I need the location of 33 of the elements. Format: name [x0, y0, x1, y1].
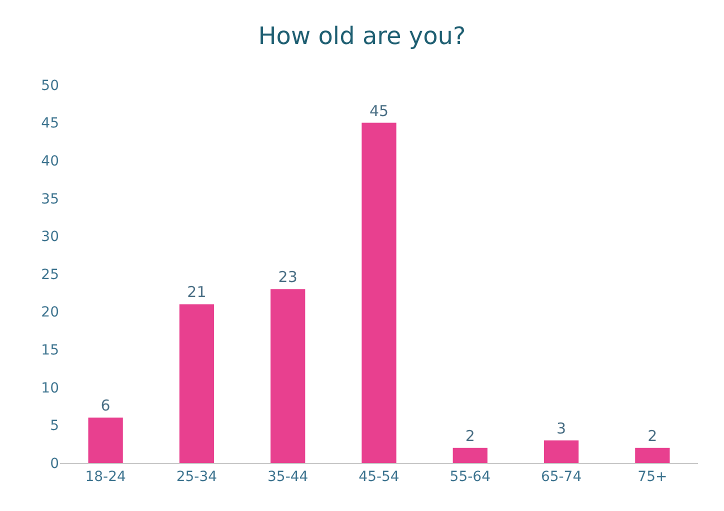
bar	[544, 440, 579, 463]
y-tick-label: 10	[41, 380, 59, 396]
bar	[88, 418, 123, 463]
bar	[452, 448, 488, 463]
x-tick-label: 65-74	[540, 468, 582, 485]
data-label: 21	[187, 283, 206, 302]
data-label: 3	[556, 419, 566, 438]
chart-title: How old are you?	[258, 22, 466, 50]
x-tick-label: 18-24	[85, 468, 126, 485]
x-tick-label: 25-34	[176, 468, 218, 485]
x-tick-label: 75+	[638, 468, 668, 485]
y-tick-label: 50	[41, 78, 59, 94]
y-tick-label: 0	[50, 456, 59, 472]
bar	[179, 304, 214, 463]
bar	[270, 289, 306, 463]
y-tick-label: 30	[41, 229, 59, 246]
y-tick-label: 15	[41, 342, 59, 358]
x-tick-label: 35-44	[268, 468, 308, 485]
data-label: 23	[278, 268, 298, 286]
y-tick-label: 5	[50, 418, 59, 434]
data-label: 45	[369, 102, 389, 120]
data-label: 2	[648, 426, 658, 445]
data-label: 6	[100, 396, 110, 415]
y-tick-label: 35	[41, 191, 59, 208]
y-tick-label: 45	[41, 116, 59, 132]
x-tick-label: 55-64	[450, 468, 491, 485]
bar	[362, 122, 396, 463]
y-tick-label: 25	[41, 266, 59, 283]
y-tick-label: 20	[41, 304, 59, 321]
data-label: 2	[465, 426, 475, 445]
y-tick-label: 40	[41, 154, 59, 170]
bar	[635, 448, 670, 463]
x-tick-label: 45-54	[358, 468, 400, 485]
